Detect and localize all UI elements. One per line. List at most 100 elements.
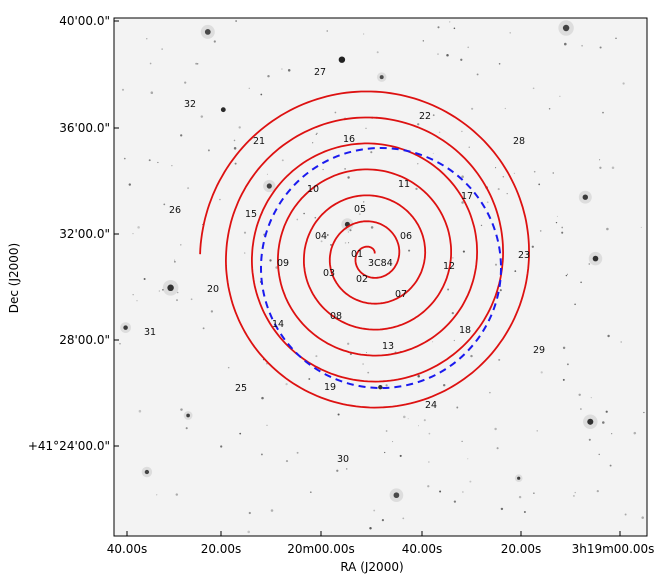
star <box>207 149 210 152</box>
star <box>148 159 151 162</box>
star <box>266 173 268 175</box>
star <box>213 40 216 43</box>
star <box>180 408 183 411</box>
star <box>467 458 469 460</box>
star <box>432 341 434 343</box>
star <box>363 201 365 203</box>
star <box>489 391 491 394</box>
star <box>611 166 615 169</box>
star <box>144 469 150 475</box>
star <box>287 69 291 72</box>
star <box>149 62 152 65</box>
star <box>559 95 561 97</box>
star <box>180 134 183 137</box>
star <box>393 492 400 499</box>
star <box>572 494 575 497</box>
star <box>309 491 312 494</box>
star <box>315 355 318 358</box>
star <box>513 172 516 175</box>
star <box>320 240 323 243</box>
star <box>561 226 564 229</box>
x-tick-label: 20.00s <box>201 542 242 556</box>
star <box>462 250 465 253</box>
star <box>210 310 214 313</box>
spiral-scan-path <box>199 90 530 409</box>
star <box>517 476 521 480</box>
star-halo <box>183 411 193 420</box>
star <box>358 213 361 216</box>
star-halo <box>162 280 179 296</box>
star <box>296 451 299 454</box>
field-label-32: 32 <box>184 99 196 110</box>
star <box>532 87 535 90</box>
x-tick-label: 20.00s <box>501 542 542 556</box>
star-halo <box>514 474 523 483</box>
y-axis <box>114 20 119 447</box>
star <box>417 374 420 378</box>
star <box>234 162 237 165</box>
star <box>267 74 270 78</box>
field-label-24: 24 <box>425 400 437 411</box>
star <box>500 507 504 511</box>
star <box>220 445 223 448</box>
star <box>462 491 464 493</box>
y-tick-label: 32'00.0" <box>59 227 110 241</box>
star <box>123 157 126 160</box>
star <box>303 212 305 215</box>
star <box>453 339 455 342</box>
field-label-06: 06 <box>400 231 412 242</box>
star <box>562 24 570 32</box>
star <box>540 371 543 374</box>
star <box>403 415 406 419</box>
star <box>580 408 582 410</box>
star <box>578 393 581 397</box>
star-halo <box>588 251 603 266</box>
star <box>438 131 441 134</box>
star <box>494 263 498 266</box>
x-axis <box>126 531 621 536</box>
star <box>496 447 499 450</box>
field-label-09: 09 <box>277 258 289 269</box>
field-label-20: 20 <box>207 284 219 295</box>
star <box>460 58 463 61</box>
field-label-30: 30 <box>337 454 349 465</box>
star <box>260 93 263 96</box>
star <box>432 114 435 117</box>
star <box>592 255 599 262</box>
star <box>314 216 317 219</box>
star <box>219 198 221 201</box>
star <box>476 73 479 76</box>
star <box>599 159 601 161</box>
star <box>196 63 199 65</box>
star <box>347 176 350 179</box>
star <box>143 278 146 280</box>
field-label-13: 13 <box>382 341 394 352</box>
y-tick-label: 36'00.0" <box>59 121 110 135</box>
star <box>596 489 599 493</box>
y-tick-label: 40'00.0" <box>59 14 110 28</box>
star <box>562 378 565 381</box>
star <box>239 432 242 435</box>
star <box>187 187 190 190</box>
star <box>415 187 418 191</box>
field-label-31: 31 <box>144 327 156 338</box>
star <box>453 27 456 30</box>
star <box>334 111 337 114</box>
star <box>607 334 610 338</box>
star <box>611 433 613 435</box>
star <box>536 430 538 432</box>
star <box>176 299 178 302</box>
star-halo <box>583 414 598 430</box>
star <box>363 33 365 35</box>
field-label-01: 01 <box>351 249 363 260</box>
star <box>369 527 372 530</box>
star <box>498 358 501 361</box>
star-halo <box>578 190 592 204</box>
star-halo <box>389 488 404 503</box>
star <box>204 28 211 35</box>
star <box>514 270 517 272</box>
star <box>312 142 314 144</box>
star <box>136 300 138 302</box>
field-label-18: 18 <box>459 325 471 336</box>
y-axis-title: Dec (J2000) <box>7 243 21 313</box>
